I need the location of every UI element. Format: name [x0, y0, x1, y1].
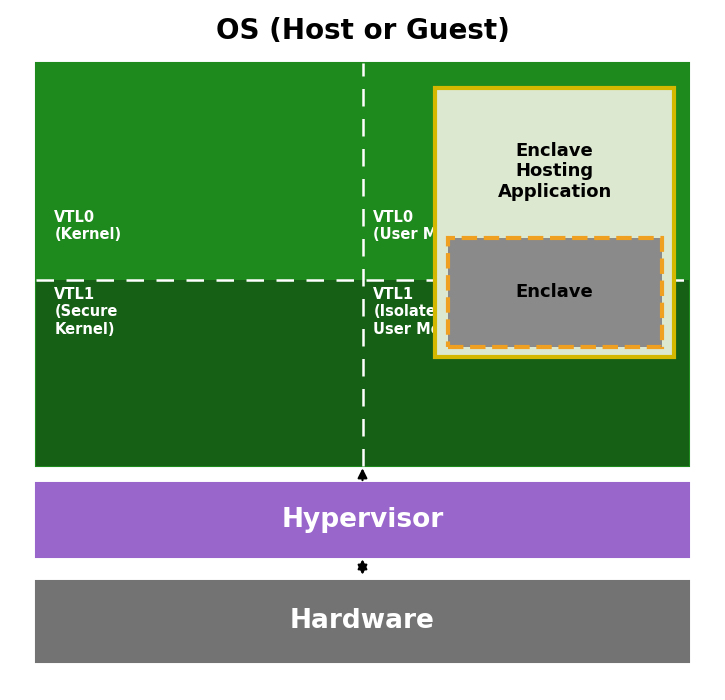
Text: Hardware: Hardware — [290, 608, 435, 634]
Text: VTL0
(Kernel): VTL0 (Kernel) — [54, 210, 122, 242]
Bar — [36, 581, 689, 662]
Bar — [435, 88, 674, 357]
Bar — [448, 238, 662, 346]
Text: Hypervisor: Hypervisor — [281, 507, 444, 533]
Text: VTL1
(Secure
Kernel): VTL1 (Secure Kernel) — [54, 287, 117, 337]
Text: Enclave: Enclave — [515, 283, 594, 301]
Text: VTL0
(User Mode): VTL0 (User Mode) — [373, 210, 475, 242]
Bar — [36, 280, 689, 466]
Text: VTL1
(Isolated
User Mode): VTL1 (Isolated User Mode) — [373, 287, 468, 337]
Text: Enclave
Hosting
Application: Enclave Hosting Application — [497, 141, 612, 202]
Bar — [36, 63, 689, 466]
Text: OS (Host or Guest): OS (Host or Guest) — [215, 18, 510, 46]
Bar — [36, 483, 689, 556]
